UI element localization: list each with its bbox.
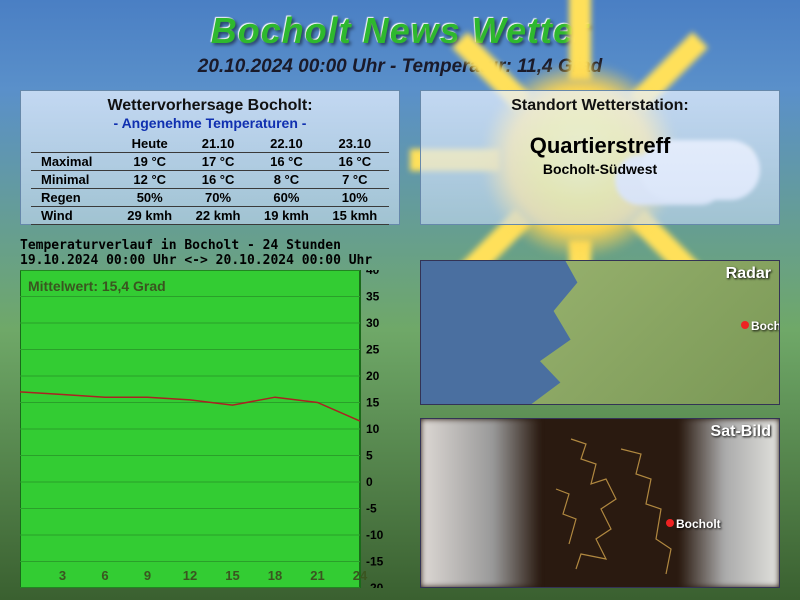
svg-text:25: 25 xyxy=(366,343,380,357)
chart-average-label: Mittelwert: 15,4 Grad xyxy=(28,278,166,294)
chart-title: Temperaturverlauf in Bocholt - 24 Stunde… xyxy=(20,238,372,268)
svg-text:20: 20 xyxy=(366,369,380,383)
col-header xyxy=(31,135,116,153)
table-row: Minimal12 °C16 °C8 °C7 °C xyxy=(31,171,389,189)
svg-text:0: 0 xyxy=(366,475,373,489)
svg-text:6: 6 xyxy=(101,568,108,583)
table-row: Wind29 kmh22 kmh19 kmh15 kmh xyxy=(31,207,389,225)
radar-label: Radar xyxy=(726,265,771,283)
svg-text:-5: -5 xyxy=(366,502,377,516)
svg-text:35: 35 xyxy=(366,290,380,304)
radar-city-dot xyxy=(741,321,749,329)
svg-text:5: 5 xyxy=(366,449,373,463)
svg-text:3: 3 xyxy=(59,568,66,583)
col-header: Heute xyxy=(116,135,184,153)
station-district: Bocholt-Südwest xyxy=(431,161,769,177)
svg-text:24: 24 xyxy=(353,568,368,583)
satbild-panel: Sat-Bild Bocholt xyxy=(420,418,780,588)
svg-text:12: 12 xyxy=(183,568,197,583)
satbild-label: Sat-Bild xyxy=(711,423,771,441)
station-panel: Standort Wetterstation: Quartierstreff B… xyxy=(420,90,780,225)
forecast-panel: Wettervorhersage Bocholt: - Angenehme Te… xyxy=(20,90,400,225)
col-header: 22.10 xyxy=(252,135,320,153)
svg-text:9: 9 xyxy=(144,568,151,583)
table-header-row: Heute 21.10 22.10 23.10 xyxy=(31,135,389,153)
col-header: 21.10 xyxy=(184,135,252,153)
svg-text:-20: -20 xyxy=(366,581,384,588)
radar-panel: Radar Bocholt xyxy=(420,260,780,405)
forecast-subtitle: - Angenehme Temperaturen - xyxy=(31,115,389,131)
svg-text:18: 18 xyxy=(268,568,282,583)
radar-city-label: Bocholt xyxy=(751,319,780,333)
sat-clouds-right xyxy=(679,419,779,587)
satbild-city-label: Bocholt xyxy=(676,517,721,531)
station-title: Standort Wetterstation: xyxy=(431,97,769,115)
radar-sea xyxy=(421,261,591,404)
forecast-title: Wettervorhersage Bocholt: xyxy=(31,97,389,115)
svg-text:-10: -10 xyxy=(366,528,384,542)
svg-text:40: 40 xyxy=(366,270,380,277)
svg-text:21: 21 xyxy=(310,568,324,583)
svg-text:15: 15 xyxy=(225,568,239,583)
sat-clouds-left xyxy=(421,419,541,587)
satbild-city-dot xyxy=(666,519,674,527)
svg-text:15: 15 xyxy=(366,396,380,410)
temperature-chart: 40 35 30 25 20 15 10 5 0 -5 -10 -15 -20 3 6 9 12 15 18 21 24 xyxy=(20,270,400,588)
col-header: 23.10 xyxy=(321,135,389,153)
forecast-table: Heute 21.10 22.10 23.10 Maximal19 °C17 °… xyxy=(31,135,389,225)
svg-text:-15: -15 xyxy=(366,555,384,569)
table-row: Maximal19 °C17 °C16 °C16 °C xyxy=(31,153,389,171)
table-row: Regen50%70%60%10% xyxy=(31,189,389,207)
sat-land-outline xyxy=(551,429,691,579)
svg-text:10: 10 xyxy=(366,422,380,436)
svg-text:30: 30 xyxy=(366,316,380,330)
station-name: Quartierstreff xyxy=(431,133,769,159)
